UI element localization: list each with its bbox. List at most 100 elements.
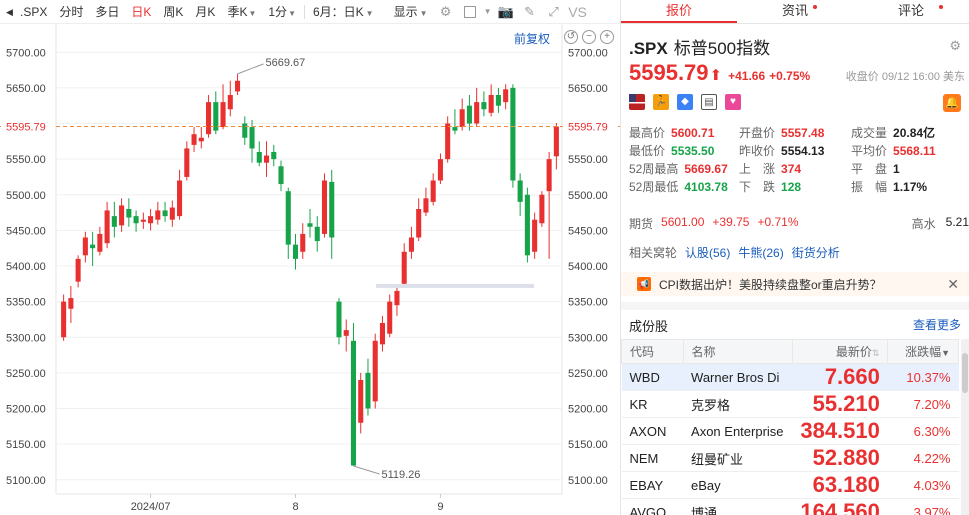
- tab-daily-k[interactable]: 日K: [131, 4, 152, 19]
- tab-comments[interactable]: 评论: [853, 0, 969, 23]
- stat-label: 平 盘: [851, 162, 888, 176]
- news-text: CPI数据出炉！美股持续盘整or重启升势？: [659, 277, 882, 292]
- candle-body: [445, 123, 451, 160]
- stat-value: 374: [781, 162, 802, 176]
- stat-row: 52周最高 5669.67 上 涨 374 平 盘 1: [629, 160, 969, 178]
- range-label: 6月：日K: [312, 4, 364, 19]
- table-cell-name: Axon Enterprise: [683, 417, 793, 445]
- heart-icon[interactable]: ♥: [725, 94, 741, 110]
- candlestick-chart[interactable]: 5700.005700.005650.005650.005600.005600.…: [0, 24, 620, 515]
- price-change: +41.66: [728, 69, 766, 83]
- tab-quarterly-k[interactable]: 季K▼: [221, 0, 262, 24]
- table-cell-code: EBAY: [621, 471, 684, 499]
- col-code[interactable]: 代码: [621, 339, 684, 364]
- runner-icon[interactable]: 🏃: [653, 94, 669, 110]
- chevron-down-icon: ▼: [288, 8, 296, 18]
- tab-quote[interactable]: 报价: [621, 0, 737, 23]
- stat-value: 1: [893, 162, 900, 176]
- table-cell-price: 164.560: [792, 498, 888, 515]
- stat-cell: 平均价 5568.11: [851, 142, 969, 160]
- tab-weekly-k[interactable]: 周K: [163, 4, 184, 19]
- scrollbar[interactable]: [961, 339, 969, 515]
- vs-icon[interactable]: VS: [568, 3, 587, 20]
- y-tick-label-right: 5400.00: [568, 261, 608, 273]
- col-price[interactable]: 最新价⇅: [791, 339, 889, 364]
- tab-monthly-k[interactable]: 月K: [195, 4, 216, 19]
- warrants-link-analysis[interactable]: 街货分析: [791, 246, 840, 260]
- pen-icon[interactable]: ✎: [524, 3, 535, 19]
- document-icon[interactable]: ▤: [701, 94, 717, 110]
- candle-body: [358, 380, 364, 423]
- col-price-label: 最新价: [835, 345, 872, 359]
- square-icon[interactable]: [458, 0, 482, 24]
- undo-icon[interactable]: ↺: [564, 30, 578, 44]
- bell-icon[interactable]: 🔔: [943, 94, 961, 112]
- settings-icon[interactable]: ⚙: [439, 3, 452, 19]
- y-tick-label-right: 5250.00: [568, 368, 608, 380]
- range-selector[interactable]: 6月：日K ▼: [307, 0, 380, 24]
- high-annotation: 5669.67: [266, 57, 306, 69]
- table-row[interactable]: AVGO 博通 164.560 3.97%: [621, 498, 959, 515]
- candle-body: [82, 237, 88, 256]
- table-row[interactable]: EBAY eBay 63.180 4.03%: [621, 471, 959, 499]
- quarterly-label: 季K: [227, 4, 248, 19]
- zoom-out-icon[interactable]: −: [582, 30, 596, 44]
- tab-quote-label: 报价: [665, 3, 692, 18]
- camera-icon[interactable]: 📷: [497, 3, 514, 19]
- stat-cell: 成交量 20.84亿: [851, 124, 969, 142]
- candle-body: [235, 80, 241, 92]
- x-tick-label: 2024/07: [131, 501, 171, 513]
- scrollbar-thumb[interactable]: [962, 353, 968, 393]
- table-row[interactable]: NEM 纽曼矿业 52.880 4.22%: [621, 444, 959, 472]
- candle-body: [220, 102, 226, 128]
- close-icon[interactable]: ✕: [947, 275, 959, 292]
- adjust-selector[interactable]: 前复权: [514, 32, 551, 46]
- unread-dot: [939, 5, 943, 9]
- news-banner[interactable]: 📢 CPI数据出炉！美股持续盘整or重启升势？ ✕: [621, 272, 969, 296]
- chevron-down-icon[interactable]: ▼: [483, 7, 492, 16]
- zoom-in-icon[interactable]: +: [600, 30, 614, 44]
- expand-icon[interactable]: ⤢: [548, 3, 559, 19]
- col-name[interactable]: 名称: [682, 339, 793, 364]
- candle-body: [474, 102, 480, 124]
- candle-body: [343, 330, 349, 336]
- tag-icons: 🏃 ◆ ▤ ♥: [629, 94, 749, 110]
- stat-label: 52周最低: [629, 180, 679, 194]
- table-cell-pct: 7.20%: [887, 390, 959, 418]
- warrants-link-cbbc[interactable]: 牛熊(26): [738, 246, 784, 260]
- tag-icon[interactable]: ◆: [677, 94, 693, 110]
- candle-body: [61, 301, 67, 338]
- view-more-link[interactable]: 查看更多: [912, 318, 961, 332]
- tab-multiday[interactable]: 多日: [95, 4, 120, 19]
- table-cell-pct: 6.30%: [887, 417, 959, 445]
- candle-body: [133, 216, 139, 224]
- stat-value: 5557.48: [781, 126, 825, 140]
- table-cell-code: AVGO: [621, 498, 684, 515]
- tab-news[interactable]: 资讯: [737, 0, 853, 23]
- display-selector[interactable]: 显示 ▼: [388, 0, 434, 24]
- us-flag-icon[interactable]: [629, 94, 645, 110]
- candle-body: [300, 233, 306, 252]
- tab-timeshare[interactable]: 分时: [59, 4, 84, 19]
- minute-label: 1分: [268, 4, 288, 19]
- col-change[interactable]: 涨跌幅▼: [887, 339, 959, 364]
- table-row[interactable]: KR 克罗格 55.210 7.20%: [621, 390, 959, 418]
- low-leader: [353, 465, 380, 475]
- stat-cell: 最高价 5600.71: [629, 124, 739, 142]
- candle-body: [271, 152, 277, 160]
- candle-body: [307, 223, 313, 227]
- warrants-link-call[interactable]: 认股(56): [685, 246, 731, 260]
- symbol-selector[interactable]: ◀ .SPX: [0, 0, 53, 24]
- table-row[interactable]: AXON Axon Enterprise 384.510 6.30%: [621, 417, 959, 445]
- stat-value: 4103.78: [684, 180, 728, 194]
- chart-svg: 5700.005700.005650.005650.005600.005600.…: [0, 24, 620, 513]
- table-row[interactable]: WBD Warner Bros Di 7.660 10.37%: [621, 363, 959, 391]
- gear-icon[interactable]: ⚙: [949, 38, 961, 53]
- tab-minute[interactable]: 1分▼: [262, 0, 302, 24]
- y-tick-label-left: 5150.00: [6, 439, 46, 451]
- table-cell-name: eBay: [683, 471, 793, 499]
- stat-value: 5600.71: [671, 126, 715, 140]
- candle-body: [75, 258, 81, 282]
- candle-body: [206, 102, 212, 135]
- x-tick-label: 8: [292, 501, 298, 513]
